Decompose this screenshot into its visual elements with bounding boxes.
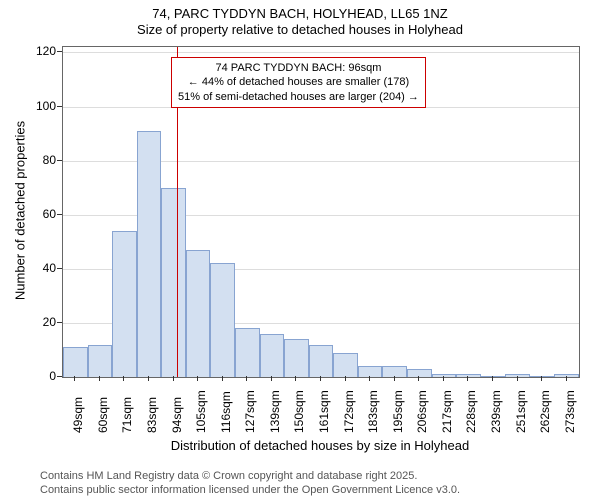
- y-tick-label: 80: [0, 153, 56, 167]
- y-tick-label: 20: [0, 315, 56, 329]
- x-tick-mark: [222, 376, 223, 381]
- histogram-bar: [456, 374, 481, 377]
- title-line-1: 74, PARC TYDDYN BACH, HOLYHEAD, LL65 1NZ: [0, 6, 600, 22]
- x-tick-mark: [443, 376, 444, 381]
- x-tick-mark: [492, 376, 493, 381]
- x-tick-mark: [467, 376, 468, 381]
- x-tick-mark: [148, 376, 149, 381]
- plot-area: 74 PARC TYDDYN BACH: 96sqm ← 44% of deta…: [62, 46, 580, 378]
- histogram-bar: [309, 345, 334, 377]
- histogram-bar: [210, 263, 235, 377]
- x-tick-mark: [246, 376, 247, 381]
- histogram-bar: [161, 188, 186, 377]
- histogram-bar: [63, 347, 88, 377]
- x-tick-mark: [320, 376, 321, 381]
- gridline: [63, 52, 579, 53]
- footer-line-1: Contains HM Land Registry data © Crown c…: [40, 470, 417, 482]
- footer-line-2: Contains public sector information licen…: [40, 484, 460, 496]
- x-tick-mark: [123, 376, 124, 381]
- x-axis-label: Distribution of detached houses by size …: [62, 438, 578, 453]
- y-tick-label: 40: [0, 261, 56, 275]
- chart-container: 74, PARC TYDDYN BACH, HOLYHEAD, LL65 1NZ…: [0, 0, 600, 500]
- title-line-2: Size of property relative to detached ho…: [0, 22, 600, 38]
- annotation-line-2: ← 44% of detached houses are smaller (17…: [178, 75, 419, 89]
- x-tick-mark: [295, 376, 296, 381]
- histogram-bar: [333, 353, 358, 377]
- x-tick-mark: [173, 376, 174, 381]
- x-tick-mark: [345, 376, 346, 381]
- histogram-bar: [260, 334, 285, 377]
- histogram-bar: [137, 131, 162, 377]
- y-tick-label: 120: [0, 44, 56, 58]
- x-tick-mark: [369, 376, 370, 381]
- histogram-bar: [112, 231, 137, 377]
- y-tick-label: 100: [0, 99, 56, 113]
- annotation-box: 74 PARC TYDDYN BACH: 96sqm ← 44% of deta…: [171, 57, 426, 108]
- x-tick-mark: [271, 376, 272, 381]
- x-tick-mark: [566, 376, 567, 381]
- x-tick-mark: [517, 376, 518, 381]
- x-tick-mark: [394, 376, 395, 381]
- y-tick-label: 0: [0, 369, 56, 383]
- histogram-bar: [88, 345, 113, 377]
- histogram-bar: [235, 328, 260, 377]
- x-tick-mark: [197, 376, 198, 381]
- x-tick-mark: [541, 376, 542, 381]
- histogram-bar: [407, 369, 432, 377]
- y-axis-label: Number of detached properties: [13, 111, 28, 311]
- x-tick-mark: [99, 376, 100, 381]
- histogram-bar: [505, 374, 530, 377]
- histogram-bar: [432, 374, 457, 377]
- histogram-bar: [382, 366, 407, 377]
- y-tick-label: 60: [0, 207, 56, 221]
- title-block: 74, PARC TYDDYN BACH, HOLYHEAD, LL65 1NZ…: [0, 0, 600, 39]
- histogram-bar: [554, 374, 579, 377]
- histogram-bar: [284, 339, 309, 377]
- annotation-line-3: 51% of semi-detached houses are larger (…: [178, 90, 419, 104]
- annotation-line-1: 74 PARC TYDDYN BACH: 96sqm: [178, 61, 419, 75]
- x-tick-mark: [418, 376, 419, 381]
- histogram-bar: [186, 250, 211, 377]
- x-tick-mark: [74, 376, 75, 381]
